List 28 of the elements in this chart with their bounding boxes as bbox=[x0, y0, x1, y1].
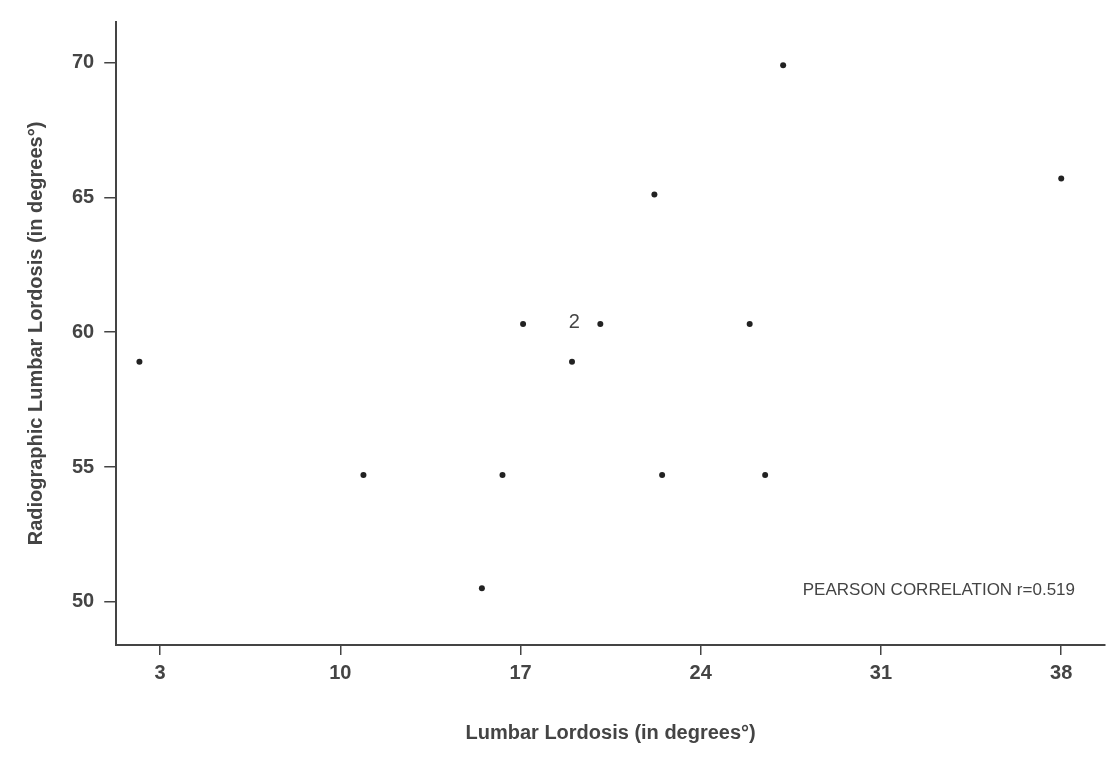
point bbox=[569, 358, 575, 365]
x-tick-label: 10 bbox=[329, 660, 352, 683]
point bbox=[597, 321, 604, 328]
x-tick-label: 38 bbox=[1050, 660, 1073, 683]
point bbox=[478, 585, 485, 592]
y-tick-label: 60 bbox=[72, 319, 95, 342]
point bbox=[1058, 175, 1065, 182]
annotation: PEARSON CORRELATION r=0.519 bbox=[802, 579, 1075, 599]
point bbox=[780, 62, 787, 69]
y-axis-title: Radiographic Lumbar Lordosis (in degrees°) bbox=[23, 121, 46, 546]
point bbox=[762, 472, 769, 479]
point bbox=[520, 321, 527, 328]
x-axis-title: Lumbar Lordosis (in degrees°) bbox=[465, 720, 756, 743]
y-tick-label: 55 bbox=[72, 454, 95, 477]
x-tick-label: 24 bbox=[689, 660, 713, 683]
point bbox=[499, 472, 506, 479]
point bbox=[360, 472, 367, 479]
point bbox=[746, 321, 753, 328]
x-tick-label: 3 bbox=[154, 660, 166, 683]
point bbox=[136, 358, 143, 365]
x-tick-label: 31 bbox=[869, 660, 893, 683]
annotation: 2 bbox=[568, 309, 580, 332]
y-tick-label: 70 bbox=[72, 49, 95, 72]
y-tick-label: 50 bbox=[72, 589, 95, 612]
x-tick-label: 17 bbox=[509, 660, 532, 683]
point bbox=[651, 191, 658, 198]
point bbox=[659, 472, 666, 479]
y-tick-label: 65 bbox=[72, 184, 95, 207]
